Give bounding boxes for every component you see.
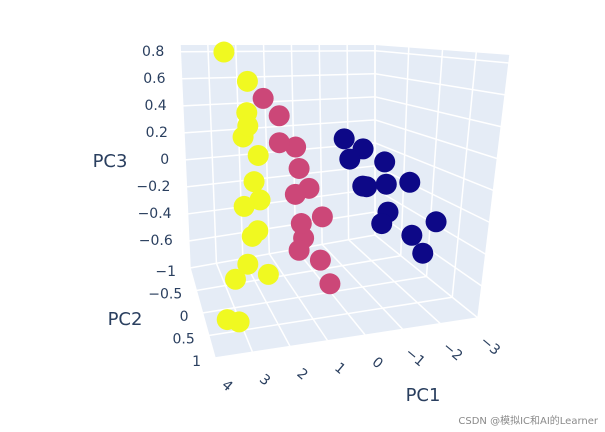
- x-tick-label: 4: [218, 377, 235, 395]
- x-tick-label: 2: [294, 366, 311, 384]
- y-tick-label: 1: [192, 354, 201, 370]
- data-point: [399, 171, 421, 193]
- grid-line: [189, 234, 376, 269]
- z-tick-label: −0.2: [136, 179, 170, 195]
- grid-line: [188, 211, 376, 242]
- grid-line: [425, 49, 444, 277]
- grid-line: [374, 119, 498, 160]
- grid-line: [180, 50, 376, 53]
- x-tick-label: 0: [369, 354, 386, 372]
- y-tick-label: −0.5: [148, 287, 182, 303]
- z-tick-label: 0.6: [143, 71, 165, 87]
- data-point: [243, 171, 265, 193]
- data-point: [425, 211, 447, 233]
- grid-line: [183, 119, 376, 134]
- data-point: [268, 132, 290, 154]
- data-point: [371, 213, 393, 235]
- z-tick-label: 0: [160, 152, 169, 168]
- grid-line: [186, 165, 376, 188]
- grid-line: [400, 47, 410, 256]
- grid-line: [202, 275, 427, 314]
- data-point: [224, 268, 246, 290]
- grid-line: [214, 317, 479, 359]
- data-point: [374, 151, 396, 173]
- data-point: [333, 128, 355, 150]
- data-point: [284, 183, 306, 205]
- x-tick-label: −2: [439, 339, 465, 365]
- grid-line: [374, 96, 502, 128]
- data-point: [288, 239, 310, 261]
- data-point: [309, 249, 331, 271]
- z-tick-label: 0.4: [144, 98, 166, 114]
- data-point: [237, 115, 259, 137]
- grid-line: [207, 44, 218, 264]
- x-tick-label: −1: [402, 345, 428, 371]
- y-tick-label: −1: [155, 264, 176, 280]
- data-point: [412, 242, 434, 264]
- y-axis-title: PC2: [108, 309, 143, 330]
- data-point: [401, 224, 423, 246]
- z-tick-label: −0.6: [139, 233, 173, 249]
- data-point: [213, 41, 235, 63]
- side-wall: [375, 45, 510, 318]
- data-point: [252, 87, 274, 109]
- data-point: [288, 157, 310, 179]
- z-axis-title: PC3: [93, 151, 128, 172]
- y-tick-label: 0: [180, 309, 189, 325]
- data-point: [319, 273, 341, 295]
- grid-line: [374, 165, 490, 224]
- x-tick-label: −3: [477, 333, 503, 359]
- data-point: [311, 206, 333, 228]
- data-point: [290, 213, 312, 235]
- data-point: [241, 225, 263, 247]
- grid-line: [374, 73, 506, 96]
- watermark: CSDN @模拟IC和AI的Learner: [458, 414, 599, 427]
- x-tick-label: 1: [331, 360, 348, 378]
- data-point: [236, 70, 258, 92]
- data-point: [228, 311, 250, 333]
- data-point: [233, 195, 255, 217]
- scene-points: [213, 41, 447, 333]
- z-tick-label: 0.8: [142, 44, 164, 60]
- data-point: [356, 176, 378, 198]
- data-point: [249, 189, 271, 211]
- x-tick-label: 3: [256, 371, 273, 389]
- grid-line: [451, 52, 477, 298]
- x-axis-title: PC1: [406, 385, 441, 406]
- scene-walls: [179, 44, 511, 359]
- grid-line: [477, 54, 511, 319]
- data-point: [247, 144, 269, 166]
- z-tick-label: 0.2: [146, 125, 168, 141]
- data-point: [285, 136, 307, 158]
- grid-line: [182, 96, 376, 107]
- grid-line: [181, 73, 376, 80]
- data-point: [375, 173, 397, 195]
- grid-line: [208, 296, 453, 337]
- grid-line: [179, 44, 191, 269]
- data-point: [257, 263, 279, 285]
- grid-line: [234, 44, 244, 259]
- grid-line: [374, 50, 510, 64]
- z-tick-label: −0.4: [138, 206, 172, 222]
- data-point: [339, 148, 361, 170]
- grid-line: [187, 188, 376, 215]
- grid-line: [374, 142, 494, 192]
- y-tick-label: 0.5: [172, 332, 194, 348]
- data-point: [237, 253, 259, 275]
- data-point: [268, 105, 290, 127]
